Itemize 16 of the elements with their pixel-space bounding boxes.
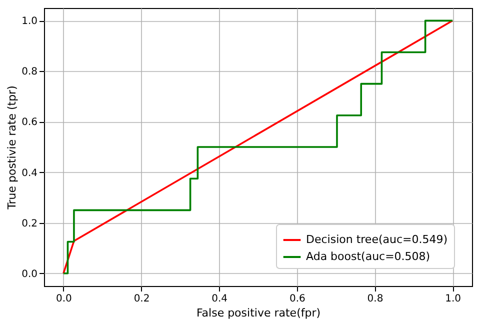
legend-label: Ada boost(auc=0.508) (306, 250, 430, 263)
y-tick-label: 0.2 (22, 218, 38, 230)
y-tick-label: 0.0 (22, 268, 38, 280)
x-tick-label: 0.0 (56, 294, 72, 304)
x-tick-label: 1.0 (445, 294, 461, 304)
x-tick-label: 0.4 (212, 294, 228, 304)
legend-label: Decision tree(auc=0.549) (306, 233, 448, 246)
y-tick-label: 0.8 (22, 66, 38, 78)
x-tick-label: 0.2 (134, 294, 150, 304)
y-tick-label: 0.4 (22, 168, 38, 179)
x-axis-title: False positive rate(fpr) (196, 306, 321, 320)
y-tick-label: 0.6 (22, 117, 38, 128)
y-axis-title: True postivie rate (tpr) (6, 86, 19, 210)
y-tick-label: 1.0 (22, 16, 38, 28)
x-tick-label: 0.6 (289, 294, 306, 304)
x-tick-label: 0.8 (367, 294, 384, 304)
